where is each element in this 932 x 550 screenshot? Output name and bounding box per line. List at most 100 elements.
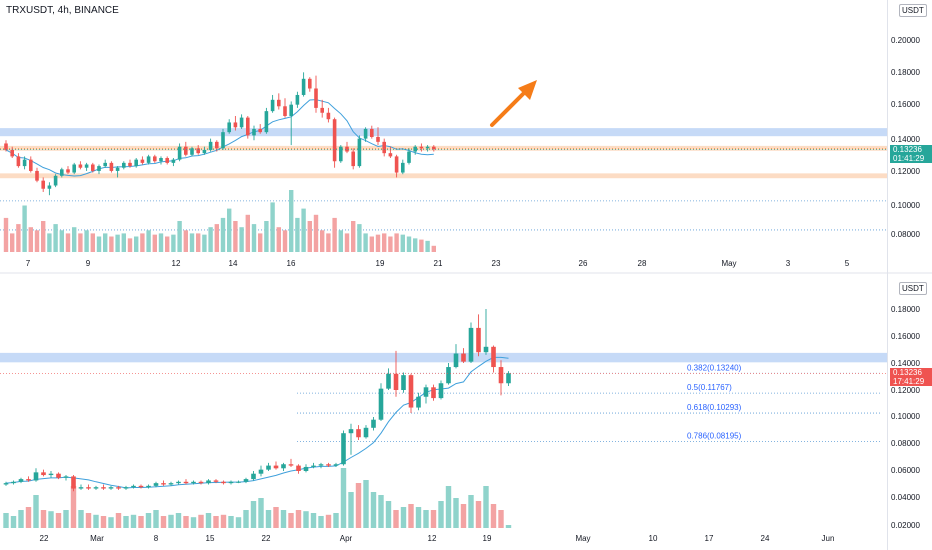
volume-bar <box>93 514 99 528</box>
candle-body <box>86 487 91 489</box>
volume-bar <box>190 517 197 528</box>
candle-body <box>370 128 374 137</box>
price-tick-label: 0.02000 <box>891 521 920 530</box>
volume-bar <box>406 236 412 252</box>
candle-body <box>246 117 250 136</box>
candle-body <box>213 480 219 482</box>
volume-bar <box>344 233 350 252</box>
volume-bar <box>264 221 269 252</box>
volume-bar <box>348 492 354 528</box>
price-tick-label: 0.04000 <box>891 493 920 502</box>
candle-body <box>388 153 393 157</box>
volume-bar <box>438 501 444 528</box>
candle-body <box>416 396 421 408</box>
volume-bar <box>121 233 126 252</box>
volume-bar <box>165 236 170 252</box>
time-tick-label: 23 <box>492 259 501 268</box>
volume-bar <box>250 501 257 528</box>
volume-bar <box>475 501 482 528</box>
moving-average-line <box>5 99 434 177</box>
volume-bar <box>25 507 32 528</box>
volume-bar <box>175 513 182 528</box>
volume-bar <box>34 230 40 252</box>
candle-body <box>115 167 120 171</box>
candle-body <box>273 465 279 469</box>
volume-bar <box>85 513 92 528</box>
candle-body <box>320 107 324 113</box>
time-tick-label: 5 <box>845 259 850 268</box>
candle-body <box>26 479 31 481</box>
volume-bar <box>243 510 249 528</box>
candle-body <box>401 375 406 390</box>
volume-bar <box>48 511 54 528</box>
candle-body <box>357 138 362 167</box>
volume-bar <box>84 230 89 252</box>
candle-body <box>393 373 399 390</box>
time-tick-label: 28 <box>638 259 647 268</box>
volume-bar <box>214 224 219 252</box>
volume-bar <box>183 516 189 528</box>
volume-bar <box>413 238 418 252</box>
price-tick-label: 0.14000 <box>891 135 920 144</box>
candle-body <box>326 464 331 466</box>
time-tick-label: 10 <box>649 534 658 543</box>
volume-bar <box>325 514 332 528</box>
candle-body <box>177 146 182 160</box>
candle-body <box>103 162 107 167</box>
volume-bar <box>160 516 167 528</box>
time-tick-label: 9 <box>86 259 91 268</box>
candle-body <box>266 465 271 470</box>
volume-bar <box>340 468 347 528</box>
candle-body <box>47 185 52 189</box>
price-tick-label: 0.18000 <box>891 305 920 314</box>
moving-average-line <box>5 356 509 489</box>
zone-support-1 <box>0 145 887 151</box>
candle-body <box>311 465 316 467</box>
volume-bar <box>505 525 512 528</box>
volume-bar <box>228 516 234 528</box>
candle-body <box>29 159 33 171</box>
currency-unit-badge-top[interactable]: USDT <box>899 4 927 17</box>
candle-body <box>295 94 300 105</box>
candle-body <box>236 481 241 483</box>
countdown-tag-bottom: 17:41:29 <box>890 377 932 386</box>
volume-bar <box>258 498 264 528</box>
candle-body <box>53 175 58 186</box>
zone-resistance-0 <box>0 128 887 137</box>
volume-bar <box>498 510 504 528</box>
candle-body <box>10 149 14 157</box>
candle-body <box>101 487 106 489</box>
volume-bar <box>196 233 201 252</box>
price-tick-label: 0.14000 <box>891 359 920 368</box>
candle-body <box>4 143 8 150</box>
candle-body <box>123 487 129 489</box>
volume-bar <box>468 495 474 528</box>
chart-panel-bottom: 0.382(0.13240) 0.5(0.11767) 0.618(0.10293)… <box>0 276 920 550</box>
candle-body <box>408 375 414 408</box>
candle-body <box>221 481 226 484</box>
fib-level-label-3: 0.786(0.08195) <box>687 431 742 440</box>
currency-unit-badge-bottom[interactable]: USDT <box>899 282 927 295</box>
volume-bar <box>109 236 114 252</box>
volume-bar <box>10 516 17 528</box>
candle-body <box>109 162 114 171</box>
price-tick-label: 0.18000 <box>891 68 920 77</box>
candle-body <box>438 383 444 399</box>
volume-bar <box>145 513 152 528</box>
candle-body <box>161 483 166 485</box>
volume-bar <box>10 233 15 252</box>
candle-body <box>140 159 145 163</box>
volume-bar <box>357 224 362 252</box>
volume-bar <box>72 227 77 252</box>
last-price-tag-bottom: 0.13236 <box>890 368 932 377</box>
candle-body <box>190 148 194 155</box>
candle-body <box>168 483 174 485</box>
volume-bar <box>115 234 120 252</box>
volume-bar <box>445 486 452 528</box>
volume-bar <box>258 233 263 252</box>
volume-bar <box>70 486 77 528</box>
volume-bar <box>47 233 52 252</box>
volume-bar <box>239 227 244 252</box>
candle-body <box>215 141 219 149</box>
